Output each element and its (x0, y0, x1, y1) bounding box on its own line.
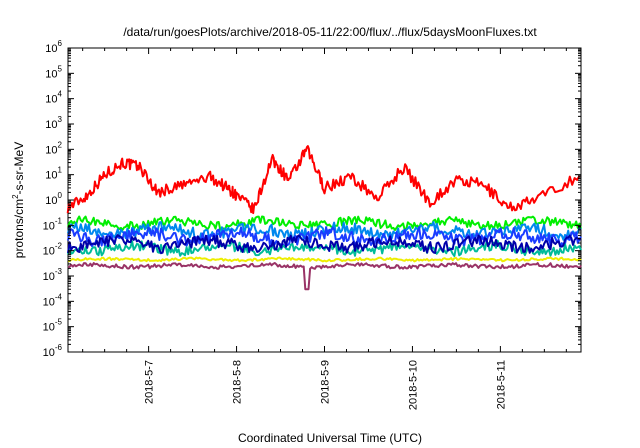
y-tick-label: 100 (45, 191, 62, 207)
plot-area (66, 47, 582, 353)
series-line-6 (67, 256, 582, 263)
series-line-3 (67, 226, 582, 248)
x-tick-label: 2018-5-7 (144, 360, 156, 404)
y-tick-label: 105 (45, 64, 62, 80)
y-tick-label: 106 (45, 39, 62, 55)
y-tick-label: 10-1 (43, 216, 63, 232)
y-axis: 10-6 10-5 10-4 10-3 10-2 10-1 100 101 102 103 104 1… (43, 39, 581, 359)
y-tick-label: 101 (45, 166, 62, 182)
series-line-4 (67, 239, 582, 257)
y-tick-label: 103 (45, 115, 62, 131)
x-tick-label: 2018-5-11 (495, 360, 507, 409)
plot-frame (67, 47, 582, 353)
x-axis-label: Coordinated Universal Time (UTC) (238, 431, 422, 445)
y-tick-label: 102 (45, 140, 62, 156)
y-tick-label: 104 (45, 90, 62, 106)
y-axis-label: protons/cm2-s-sr-MeV (11, 142, 26, 258)
y-tick-label: 10-4 (43, 292, 63, 308)
series-line-5 (67, 234, 582, 255)
x-tick-label: 2018-5-9 (320, 360, 332, 404)
y-tick-label: 10-2 (43, 242, 63, 258)
x-tick-label: 2018-5-8 (232, 360, 244, 404)
x-axis: 2018-5-7 2018-5-8 2018-5-9 2018-5-10 2018-5-… (82, 48, 567, 410)
series-line-7 (67, 262, 582, 291)
chart-title: /data/run/goesPlots/archive/2018-05-11/2… (123, 25, 537, 39)
y-tick-label: 10-5 (43, 318, 63, 334)
series-line-0 (66, 145, 581, 215)
x-tick-label: 2018-5-10 (407, 360, 419, 410)
y-tick-label: 10-3 (43, 267, 63, 283)
series-line-1 (67, 215, 582, 231)
y-tick-label: 10-6 (43, 343, 63, 359)
